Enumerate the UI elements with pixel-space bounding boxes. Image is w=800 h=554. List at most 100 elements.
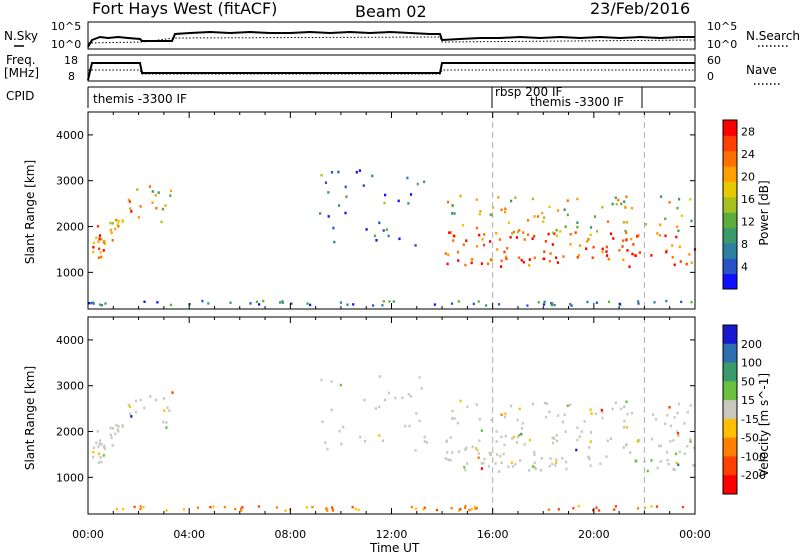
range-cell <box>618 249 621 252</box>
range-cell <box>477 452 480 455</box>
range-cell <box>593 215 597 218</box>
range-cell <box>625 221 628 224</box>
range-cell <box>448 231 451 234</box>
range-cell <box>115 218 118 222</box>
range-cell <box>528 469 531 472</box>
range-cell <box>99 439 102 442</box>
range-cell <box>690 219 693 223</box>
colorbar-swatch <box>723 196 737 213</box>
range-cell <box>566 404 569 407</box>
range-cell <box>605 245 608 249</box>
range-cell <box>678 450 681 454</box>
range-cell <box>626 249 629 252</box>
range-cell <box>306 302 309 305</box>
power-time-markers <box>492 112 645 309</box>
range-cell <box>117 425 120 428</box>
range-cell <box>589 464 592 467</box>
range-cell <box>555 461 558 464</box>
range-cell <box>325 507 328 510</box>
range-cell <box>344 211 347 215</box>
range-cell <box>139 505 142 508</box>
range-cell <box>165 509 168 512</box>
range-cell <box>586 240 589 243</box>
range-cell <box>644 223 648 226</box>
range-cell <box>483 457 486 461</box>
range-cell <box>100 442 103 446</box>
range-cell <box>533 235 536 238</box>
range-cell <box>678 402 681 406</box>
range-cell <box>673 416 676 419</box>
range-cell <box>284 509 287 512</box>
range-cell <box>613 508 616 511</box>
range-cell <box>129 412 132 415</box>
range-cell <box>133 505 136 509</box>
range-cell <box>109 228 112 232</box>
range-cell <box>451 212 454 215</box>
range-cell <box>384 398 387 402</box>
range-cell <box>601 410 604 414</box>
range-cell <box>169 303 172 307</box>
range-cell <box>98 303 102 306</box>
range-cell <box>531 402 534 406</box>
range-cell <box>693 446 696 450</box>
range-cell <box>519 459 522 462</box>
range-cell <box>574 231 577 234</box>
x-tick-label: 04:00 <box>173 528 205 541</box>
range-cell <box>137 216 140 219</box>
range-cell <box>477 456 480 459</box>
range-cell <box>338 429 341 433</box>
range-cell <box>92 446 96 450</box>
range-cell <box>559 230 562 233</box>
range-cell <box>630 206 634 210</box>
range-cell <box>464 504 467 508</box>
y-tick-label: 2000 <box>56 221 84 234</box>
range-cell <box>143 300 146 303</box>
range-cell <box>543 216 546 219</box>
range-cell <box>543 401 546 405</box>
range-cell <box>589 226 593 229</box>
range-cell <box>452 234 455 238</box>
range-cell <box>160 220 163 224</box>
range-cell <box>598 509 601 512</box>
range-cell <box>340 442 343 446</box>
range-cell <box>551 462 554 466</box>
power-x-axis-ticks <box>87 112 696 309</box>
range-cell <box>423 506 426 509</box>
range-cell <box>570 304 573 307</box>
range-cell <box>465 239 468 242</box>
range-cell <box>596 229 599 233</box>
range-cell <box>435 508 439 512</box>
range-cell <box>630 411 634 415</box>
range-cell <box>136 188 139 191</box>
range-cell <box>464 468 467 472</box>
colorbar-swatch <box>723 258 737 275</box>
range-cell <box>637 302 640 305</box>
range-cell <box>569 243 572 246</box>
range-cell <box>617 198 620 202</box>
range-cell <box>470 258 473 261</box>
range-cell <box>635 459 638 463</box>
range-cell <box>92 455 95 459</box>
range-cell <box>482 462 485 465</box>
range-cell <box>115 507 119 511</box>
range-cell <box>561 420 564 424</box>
range-cell <box>577 254 580 257</box>
range-cell <box>595 301 598 304</box>
range-cell <box>398 237 401 241</box>
range-cell <box>418 419 421 423</box>
range-cell <box>518 407 521 411</box>
range-cell <box>507 465 510 468</box>
range-cell <box>516 230 519 234</box>
range-cell <box>543 300 546 303</box>
range-cell <box>531 465 535 468</box>
range-cell <box>339 383 342 387</box>
colorbar-tick-label: 4 <box>741 260 748 273</box>
range-cell <box>240 507 243 510</box>
colorbar-swatch <box>723 381 737 401</box>
x-tick-label: 08:00 <box>274 528 306 541</box>
range-cell <box>164 204 167 207</box>
range-cell <box>445 440 448 443</box>
range-cell <box>569 302 572 306</box>
colorbar-tick-label: 200 <box>741 338 762 351</box>
range-cell <box>658 444 661 448</box>
